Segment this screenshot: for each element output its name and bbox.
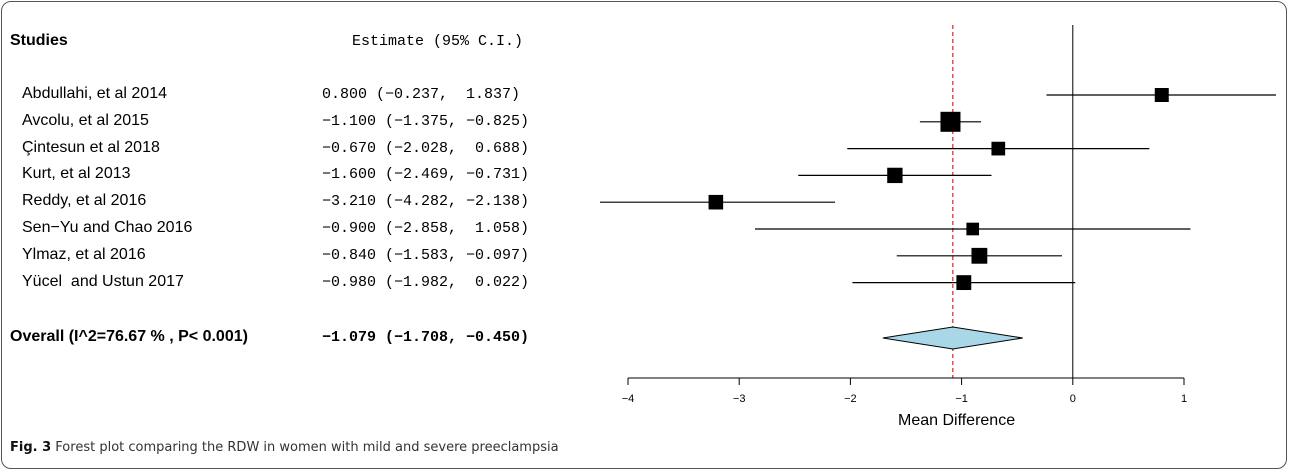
overall-label: Overall (I^2=76.67 % , P< 0.001) xyxy=(10,328,248,345)
study-estimate-text: −3.210 (−4.282, −2.138) xyxy=(322,193,530,211)
studies-header: Studies xyxy=(10,32,68,49)
study-estimate-text: −0.900 (−2.858, 1.058) xyxy=(322,220,530,237)
study-estimate-square xyxy=(966,222,980,236)
study-name: Avcolu, et al 2015 xyxy=(22,111,149,129)
x-tick-label: 0 xyxy=(1070,393,1076,405)
x-tick-label: −4 xyxy=(622,393,635,405)
study-name: Çintesun et al 2018 xyxy=(22,138,160,156)
x-tick-label: −1 xyxy=(955,393,968,405)
overall-estimate-text: −1.079 (−1.708, −0.450) xyxy=(322,329,530,346)
study-estimate-text: −0.980 (−1.982, 0.022) xyxy=(322,273,530,291)
study-estimate-square xyxy=(956,275,972,291)
overall-diamond xyxy=(882,326,1023,350)
study-estimate-square xyxy=(887,167,903,184)
study-estimate-text: −0.670 (−2.028, 0.688) xyxy=(322,139,530,157)
x-tick-label: −3 xyxy=(733,393,746,405)
figure-caption: Fig. 3 Forest plot comparing the RDW in … xyxy=(10,440,559,455)
study-name: Yücel and Ustun 2017 xyxy=(22,272,184,290)
x-tick-label: −2 xyxy=(844,393,857,405)
study-estimate-square xyxy=(971,247,988,264)
study-estimate-square xyxy=(991,141,1006,156)
study-estimate-text: −1.600 (−2.469, −0.731) xyxy=(322,166,530,184)
study-estimate-square xyxy=(708,194,724,210)
study-estimate-square xyxy=(940,111,961,132)
study-name: Reddy, et al 2016 xyxy=(22,192,147,210)
estimate-header: Estimate (95% C.I.) xyxy=(352,33,524,50)
caption-text: Forest plot comparing the RDW in women w… xyxy=(55,440,559,455)
study-estimate-text: 0.800 (−0.237, 1.837) xyxy=(322,86,521,103)
caption-label: Fig. 3 xyxy=(10,440,52,455)
study-name: Abdullahi, et al 2014 xyxy=(22,85,167,102)
study-name: Sen−Yu and Chao 2016 xyxy=(22,219,193,236)
x-axis-label: Mean Difference xyxy=(898,412,1016,429)
x-tick-label: 1 xyxy=(1181,393,1187,405)
study-estimate-text: −1.100 (−1.375, −0.825) xyxy=(322,112,530,130)
study-estimate-text: −0.840 (−1.583, −0.097) xyxy=(322,246,530,264)
study-name: Ylmaz, et al 2016 xyxy=(22,245,146,263)
study-estimate-square xyxy=(1154,88,1169,102)
study-name: Kurt, et al 2013 xyxy=(22,165,131,183)
